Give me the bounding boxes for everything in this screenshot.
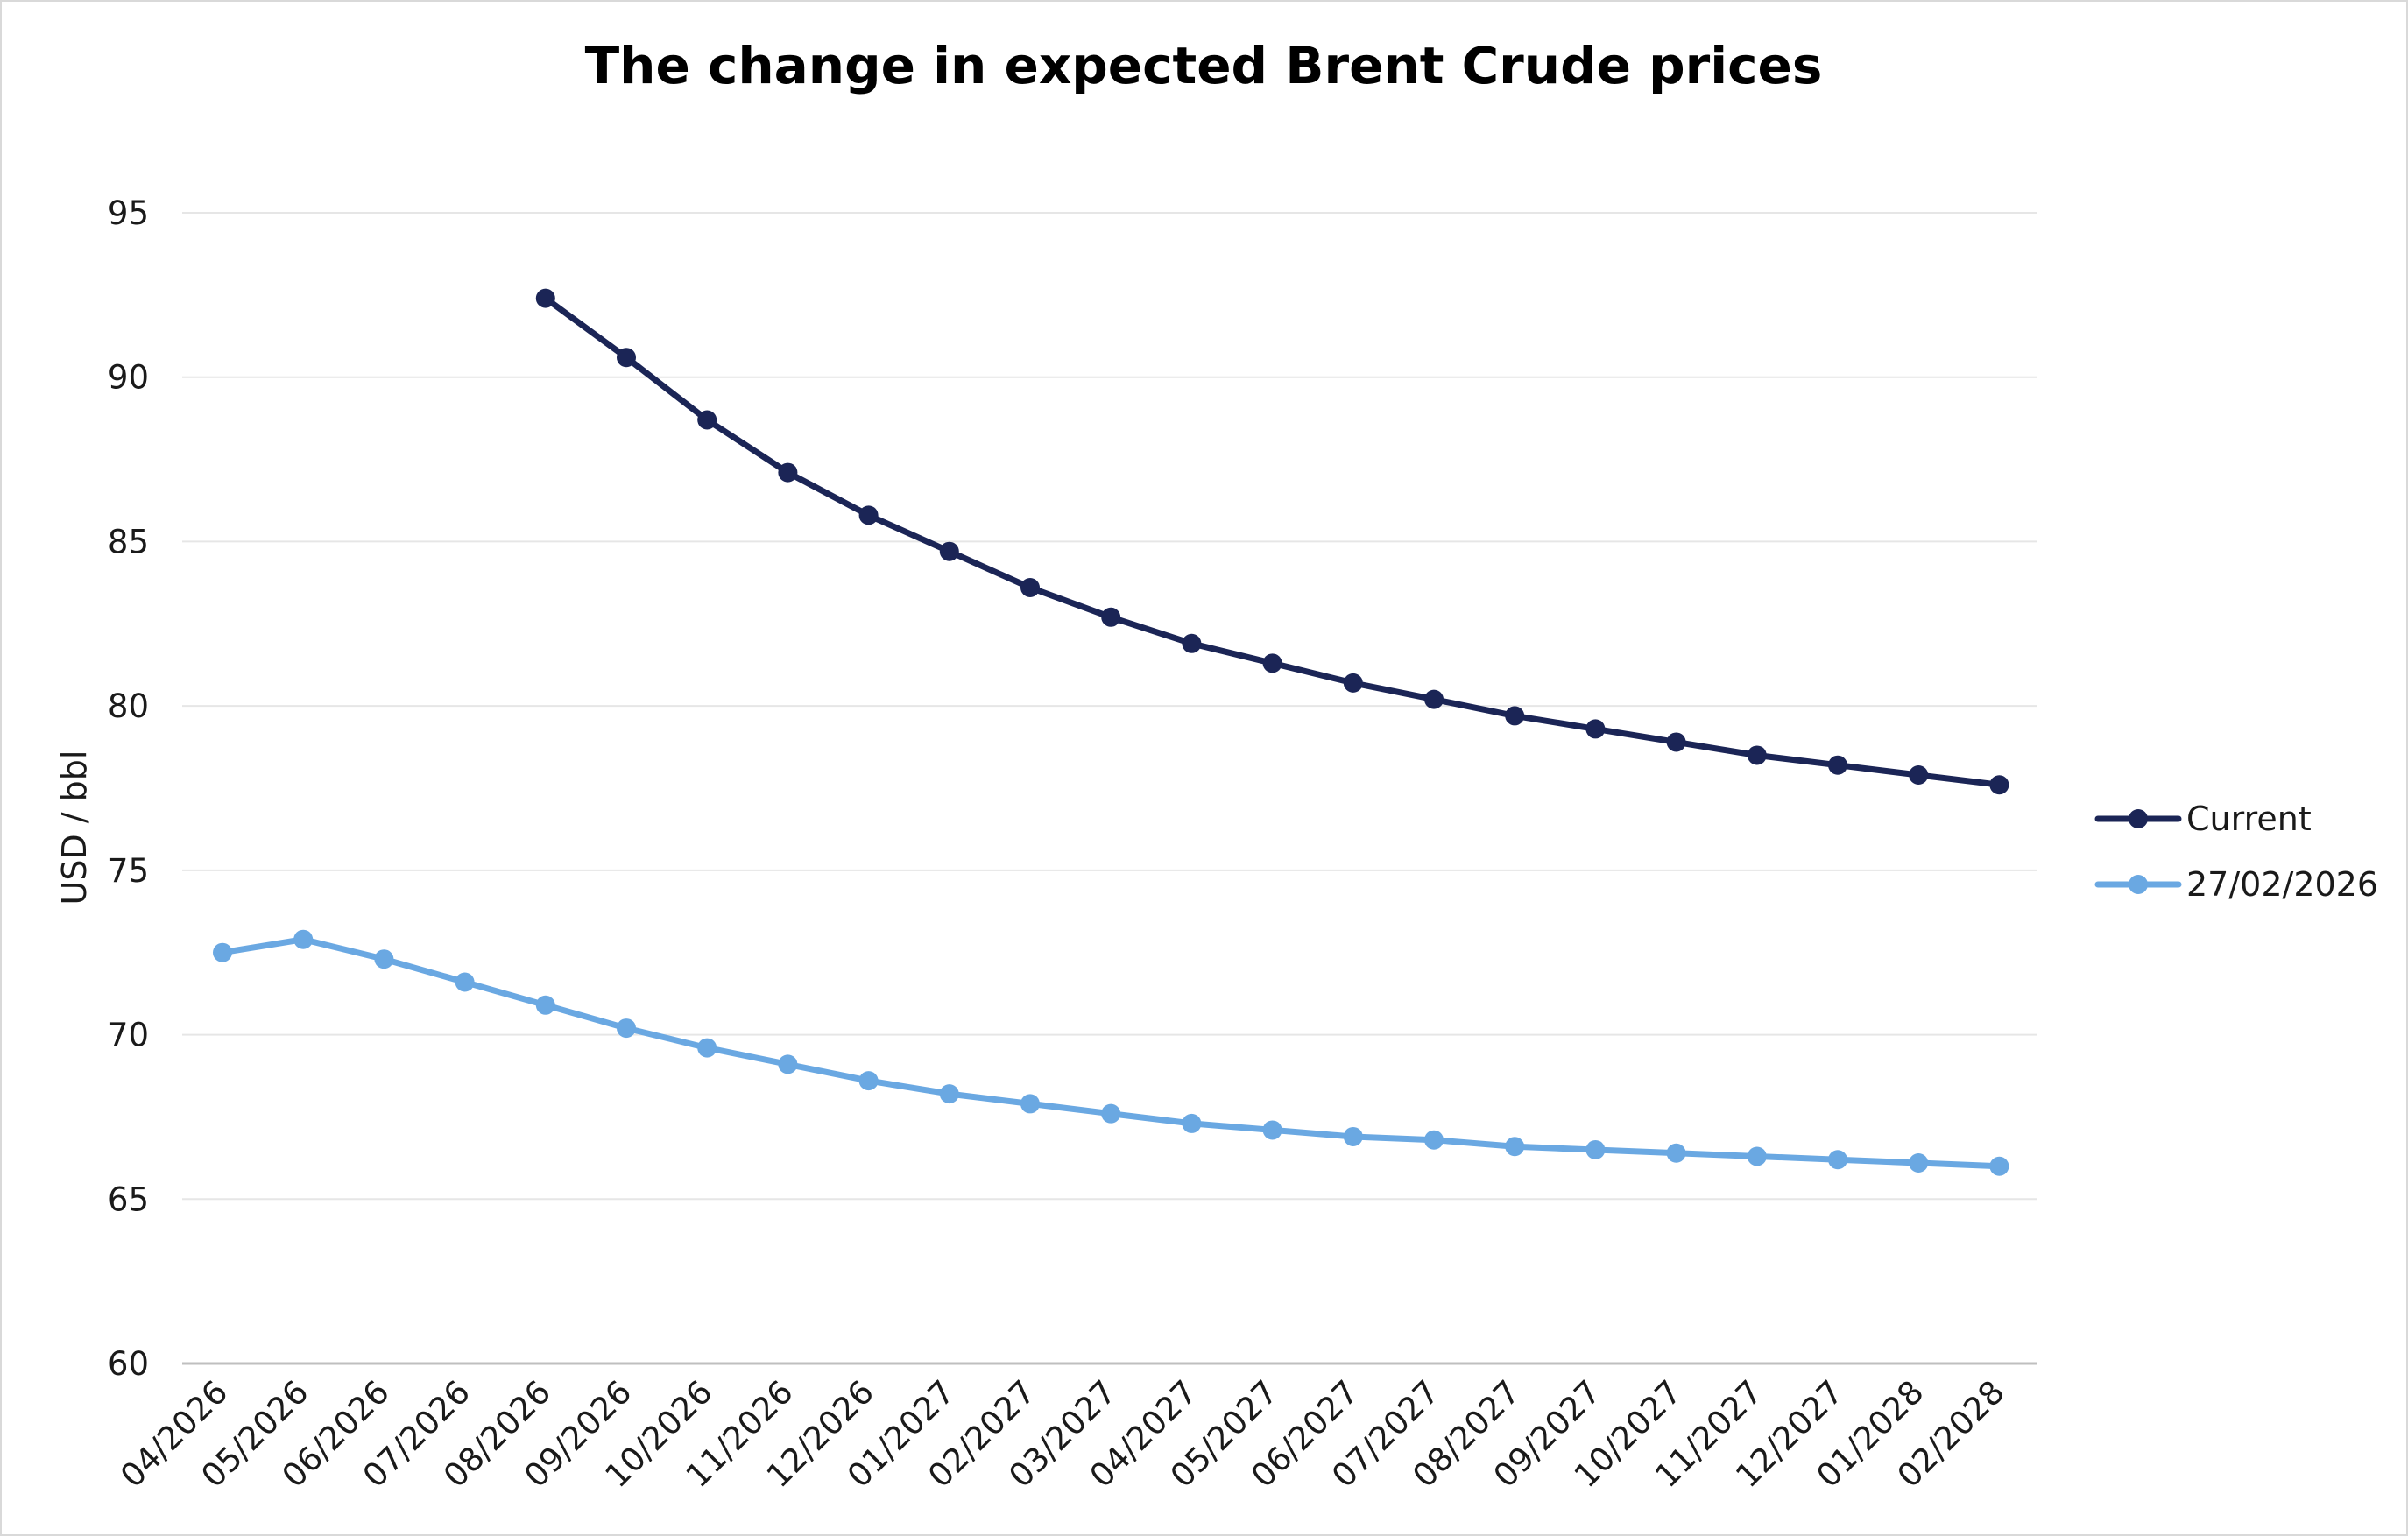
data-point [1182, 1113, 1202, 1133]
data-point [1101, 607, 1121, 627]
y-axis-ticks: 60 65 70 75 80 85 90 95 [108, 194, 149, 1383]
data-point [1666, 1143, 1686, 1163]
series-2 [213, 929, 2009, 1176]
y-tick-label: 80 [108, 687, 149, 725]
data-point [617, 1018, 636, 1039]
legend-marker [2129, 809, 2148, 828]
data-point [1101, 1103, 1121, 1124]
data-point [535, 288, 555, 308]
data-point [697, 1038, 717, 1058]
legend-label: 27/02/2026 [2186, 865, 2378, 904]
data-point [535, 995, 555, 1015]
data-point [1424, 689, 1444, 709]
chart-title: The change in expected Brent Crude price… [585, 36, 1823, 95]
series-1 [535, 288, 2009, 795]
data-point [1262, 1120, 1282, 1140]
x-axis-ticks: 04/202605/202606/202607/202608/202609/20… [113, 1373, 2012, 1495]
data-point [1262, 653, 1282, 673]
data-point [1343, 673, 1363, 693]
data-point [1505, 1137, 1525, 1157]
data-point [1989, 775, 2009, 795]
gridlines [182, 212, 2037, 1365]
data-point [939, 541, 959, 561]
y-tick-label: 65 [108, 1180, 149, 1218]
series-line [219, 936, 2002, 1170]
data-point [939, 1084, 959, 1104]
data-point [1020, 1094, 1040, 1114]
data-point [1747, 745, 1767, 765]
series-group [213, 288, 2009, 1176]
legend-item: Current [2094, 800, 2312, 838]
data-point [1747, 1146, 1767, 1166]
data-point [697, 410, 717, 430]
data-point [778, 462, 798, 483]
data-point [1828, 1150, 1847, 1170]
y-tick-label: 75 [108, 852, 149, 890]
data-point [1909, 1152, 1929, 1173]
y-tick-label: 70 [108, 1017, 149, 1054]
data-point [213, 942, 232, 962]
data-point [1020, 577, 1040, 597]
data-point [374, 949, 394, 969]
data-point [1343, 1126, 1363, 1146]
data-point [1424, 1130, 1444, 1150]
legend: Current 27/02/2026 [2094, 800, 2378, 904]
legend-label: Current [2186, 800, 2312, 838]
data-point [1666, 732, 1686, 752]
data-point [1909, 764, 1929, 785]
data-point [858, 1071, 879, 1091]
data-point [1182, 633, 1202, 653]
data-point [778, 1054, 798, 1074]
data-point [858, 505, 879, 525]
legend-item: 27/02/2026 [2094, 865, 2378, 904]
data-point [1989, 1156, 2009, 1176]
y-tick-label: 60 [108, 1345, 149, 1383]
y-tick-label: 95 [108, 194, 149, 232]
data-point [617, 348, 636, 368]
y-tick-label: 90 [108, 359, 149, 397]
data-point [1585, 719, 1606, 739]
data-point [1585, 1139, 1606, 1159]
data-point [1828, 755, 1847, 775]
data-point [1505, 706, 1525, 726]
legend-marker [2129, 875, 2148, 894]
y-tick-label: 85 [108, 523, 149, 560]
data-point [293, 929, 314, 949]
data-point [455, 972, 475, 992]
y-axis-label: USD / bbl [55, 750, 94, 905]
